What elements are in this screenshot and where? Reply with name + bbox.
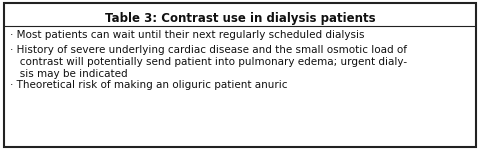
Text: · History of severe underlying cardiac disease and the small osmotic load of
   : · History of severe underlying cardiac d… <box>10 45 407 79</box>
Text: · Theoretical risk of making an oliguric patient anuric: · Theoretical risk of making an oliguric… <box>10 80 288 90</box>
Text: · Most patients can wait until their next regularly scheduled dialysis: · Most patients can wait until their nex… <box>10 30 364 40</box>
Text: Table 3: Contrast use in dialysis patients: Table 3: Contrast use in dialysis patien… <box>105 12 375 25</box>
